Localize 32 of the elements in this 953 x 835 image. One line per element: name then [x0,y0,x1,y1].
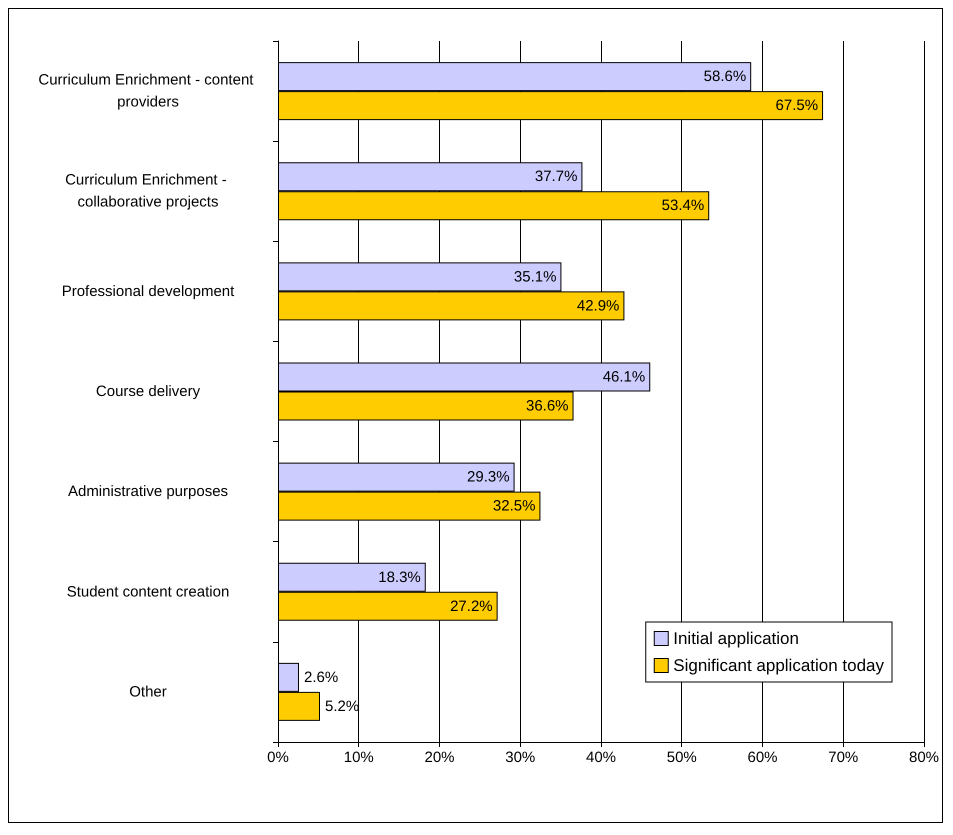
x-tick-label: 40% [586,749,616,766]
data-label: 42.9% [576,297,620,314]
legend-label: Initial application [673,629,799,648]
y-tick-label: Administrative purposes [68,483,228,500]
y-tick-label: Student content creation [66,583,230,600]
y-tick-label: Curriculum Enrichment - content providers [38,72,258,111]
data-label: 27.2% [450,598,493,615]
data-label: 29.3% [467,468,510,486]
data-label: 58.6% [704,68,746,86]
data-label: 46.1% [602,368,646,386]
x-tick-label: 20% [424,749,455,766]
x-tick-label: 80% [908,749,940,766]
data-label: 5.2% [324,698,360,715]
data-label: 35.1% [514,268,556,286]
x-tick-label: 70% [828,749,858,766]
y-tick-label: Professional development [62,282,236,300]
y-tick-label: Other [129,683,167,700]
x-tick-label: 50% [666,749,697,766]
y-tick-label: Curriculum Enrichment - collaborative projects [65,172,231,211]
y-tick-label: Course delivery [96,383,201,400]
x-tick-label: 60% [747,749,778,766]
x-tick-label: 10% [344,749,374,766]
data-label: 67.5% [776,97,818,114]
data-label: 53.4% [662,197,704,214]
legend-label: Significant application today [673,656,884,675]
x-tick-label: 30% [505,749,536,766]
data-label: 37.7% [534,168,578,186]
data-label: 36.6% [526,398,569,414]
data-label: 2.6% [304,668,338,686]
data-label: 18.3% [378,568,421,586]
x-tick-label: 0% [267,749,289,766]
data-label: 32.5% [492,498,536,515]
